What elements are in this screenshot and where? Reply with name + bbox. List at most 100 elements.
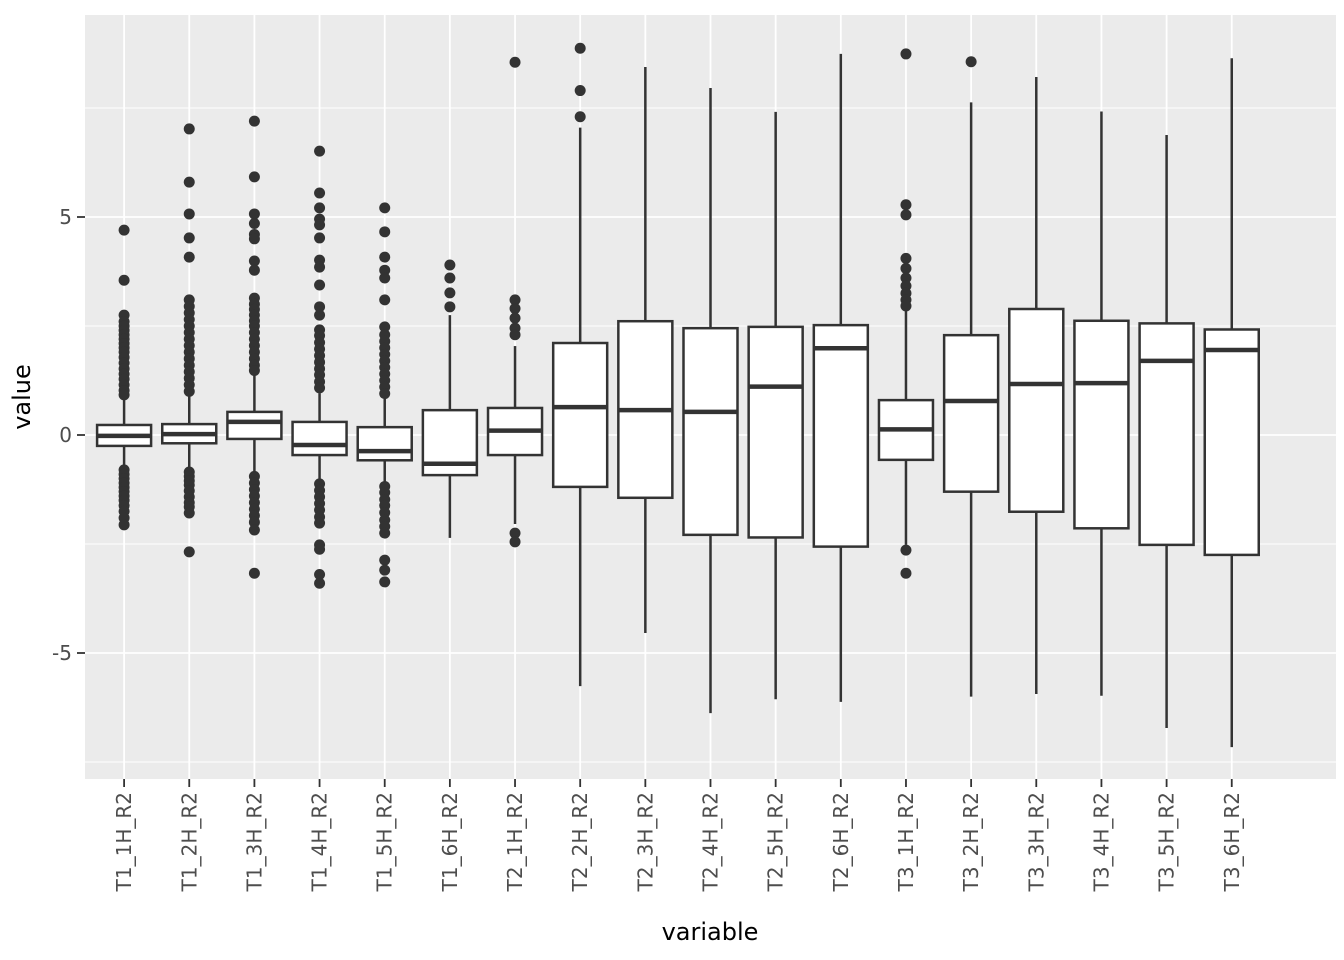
box-rect — [551, 341, 609, 489]
outlier-dot — [248, 364, 260, 376]
outlier-dot — [900, 300, 912, 312]
outlier-dot — [900, 272, 912, 284]
boxplot-T1_3H_R2 — [226, 115, 283, 579]
outlier-dot — [379, 564, 391, 576]
outlier-dot — [314, 279, 326, 291]
outlier-dot — [509, 294, 521, 306]
outlier-dot — [314, 569, 326, 581]
box-rect — [226, 410, 283, 441]
outlier-dot — [183, 546, 195, 558]
outlier-dot — [314, 219, 326, 231]
outlier-dot — [314, 145, 326, 157]
outlier-dot — [900, 48, 912, 60]
outlier-dot — [183, 232, 195, 244]
boxplot-T2_2H_R2 — [551, 42, 609, 687]
outlier-dot — [314, 382, 326, 394]
outlier-dot — [444, 259, 456, 271]
box-rect — [356, 425, 413, 462]
x-axis-title: variable — [662, 918, 759, 946]
x-tick-label: T2_3H_R2 — [633, 792, 657, 892]
outlier-dot — [379, 527, 391, 539]
outlier-dot — [248, 524, 260, 536]
outlier-dot — [379, 388, 391, 400]
outlier-dot — [314, 309, 326, 321]
outlier-dot — [509, 56, 521, 68]
outlier-dot — [248, 208, 260, 220]
x-tick-label: T3_5H_R2 — [1155, 792, 1179, 892]
outlier-dot — [444, 287, 456, 299]
boxplot-T3_1H_R2 — [877, 48, 935, 579]
y-axis-title: value — [8, 364, 36, 430]
outlier-dot — [118, 389, 130, 401]
outlier-dot — [314, 301, 326, 313]
outlier-dot — [379, 272, 391, 284]
outlier-dot — [314, 187, 326, 199]
outlier-dot — [509, 312, 521, 324]
boxplot-T1_1H_R2 — [95, 224, 153, 531]
x-tick-label: T3_1H_R2 — [894, 792, 918, 892]
x-tick-label: T1_1H_R2 — [112, 792, 136, 892]
y-tick-label: -5 — [52, 641, 72, 665]
outlier-dot — [574, 85, 586, 97]
outlier-dot — [183, 251, 195, 263]
y-tick-label: 0 — [59, 423, 72, 447]
x-tick-label: T1_2H_R2 — [177, 792, 201, 892]
box-rect — [1008, 307, 1065, 513]
outlier-dot — [183, 123, 195, 135]
plot-layer: -5 0 5 T1_1H_R2 T1_2H_R2 T1_3H_R2 T1_4H_R2 T1_5… — [52, 15, 1336, 892]
outlier-dot — [574, 111, 586, 123]
x-tick-label: T1_3H_R2 — [242, 792, 266, 892]
outlier-dot — [444, 301, 456, 313]
boxplot-T1_2H_R2 — [161, 123, 218, 558]
boxplot-T2_4H_R2 — [682, 87, 739, 714]
boxplot-T2_1H_R2 — [486, 56, 544, 548]
x-tick-label: T3_3H_R2 — [1024, 792, 1048, 892]
outlier-dot — [509, 527, 521, 539]
boxplot-T1_6H_R2 — [421, 259, 479, 538]
box-rect — [747, 325, 804, 539]
x-tick-label: T1_5H_R2 — [373, 792, 397, 892]
outlier-dot — [248, 233, 260, 245]
outlier-dot — [314, 517, 326, 529]
outlier-dot — [183, 208, 195, 220]
outlier-dot — [248, 218, 260, 230]
x-tick-label: T3_4H_R2 — [1089, 792, 1113, 892]
boxplot-T3_6H_R2 — [1203, 58, 1260, 748]
outlier-dot — [509, 329, 521, 341]
y-tick-label: 5 — [59, 205, 72, 229]
outlier-dot — [314, 232, 326, 244]
outlier-dot — [118, 274, 130, 286]
outlier-dot — [248, 255, 260, 267]
x-tick-label: T3_2H_R2 — [959, 792, 983, 892]
x-tick-label: T2_2H_R2 — [568, 792, 592, 892]
outlier-dot — [183, 385, 195, 397]
box-rect — [1073, 319, 1130, 530]
box-rect — [942, 333, 1000, 493]
boxplot-T1_5H_R2 — [356, 202, 413, 588]
outlier-dot — [314, 543, 326, 555]
outlier-dot — [509, 536, 521, 548]
outlier-dot — [900, 209, 912, 221]
box-rect — [1138, 322, 1195, 547]
outlier-dot — [183, 176, 195, 188]
outlier-dot — [379, 251, 391, 263]
x-tick-label: T2_4H_R2 — [699, 792, 723, 892]
outlier-dot — [379, 202, 391, 214]
outlier-dot — [379, 264, 391, 276]
outlier-dot — [118, 519, 130, 531]
outlier-dot — [965, 56, 977, 68]
outlier-dot — [900, 199, 912, 211]
outlier-dot — [183, 507, 195, 519]
x-tick-label: T2_6H_R2 — [829, 792, 853, 892]
box-rect — [1203, 328, 1260, 557]
box-rect — [291, 420, 348, 457]
boxplot-T2_3H_R2 — [617, 67, 674, 633]
boxplot-T1_4H_R2 — [291, 145, 348, 589]
x-tick-label: T3_6H_R2 — [1220, 792, 1244, 892]
outlier-dot — [248, 264, 260, 276]
outlier-dot — [379, 321, 391, 333]
box-rect — [682, 326, 739, 537]
outlier-dot — [379, 554, 391, 566]
